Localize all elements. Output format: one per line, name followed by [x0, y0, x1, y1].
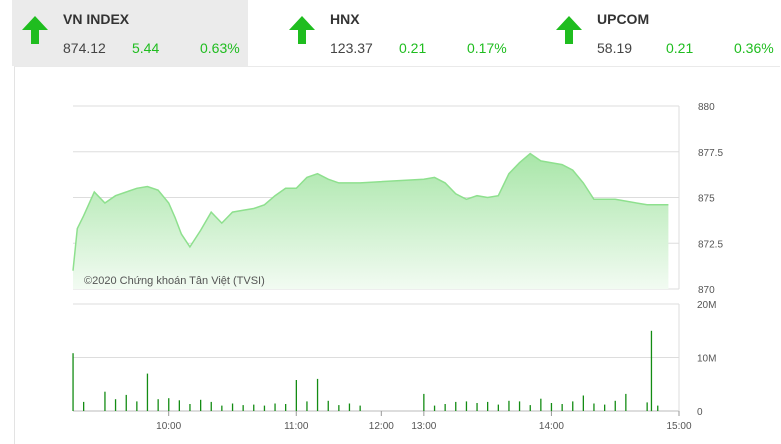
volume-bar [72, 353, 74, 411]
volume-bar [178, 400, 180, 411]
volume-bar [529, 405, 531, 411]
volume-bar [646, 402, 648, 411]
chart-panel [14, 66, 780, 444]
index-tab-upcom[interactable]: UPCOM 58.19 0.21 0.36% [546, 0, 781, 66]
price-y-tick-label: 880 [698, 102, 715, 113]
volume-bar [274, 403, 276, 411]
volume-bar [168, 398, 170, 411]
volume-bar [465, 401, 468, 411]
price-line [72, 152, 669, 271]
index-tabs: VN INDEX 874.12 5.44 0.63% HNX 123.37 0.… [12, 0, 781, 66]
x-tick-label: 10:00 [156, 421, 181, 432]
volume-bar [221, 405, 223, 411]
index-price: 123.37 [330, 40, 373, 56]
volume-bar [136, 401, 138, 411]
watermark: ©2020 Chứng khoán Tân Việt (TVSI) [84, 275, 265, 287]
volume-bar [433, 405, 436, 411]
volume-bar [253, 404, 255, 411]
volume-bar [189, 404, 191, 411]
index-change: 0.21 [666, 40, 694, 56]
volume-bar [200, 399, 202, 411]
index-percent: 0.36% [734, 40, 774, 56]
volume-bar [455, 401, 457, 411]
volume-bar [231, 403, 234, 411]
volume-bar [316, 378, 319, 411]
volume-bar [604, 404, 606, 411]
price-y-tick-label: 870 [698, 285, 715, 296]
volume-bar [487, 401, 489, 411]
volume-bar [242, 405, 244, 411]
volume-bar [582, 395, 584, 411]
index-tab-vnindex[interactable]: VN INDEX 874.12 5.44 0.63% [12, 0, 248, 66]
index-name: HNX [330, 11, 360, 27]
volume-bar [650, 330, 653, 412]
index-tab-hnx[interactable]: HNX 123.37 0.21 0.17% [279, 0, 515, 66]
x-tick-label: 12:00 [369, 421, 394, 432]
volume-bar [614, 400, 616, 411]
volume-bar [306, 401, 308, 411]
volume-bar [550, 403, 553, 411]
volume-bar [518, 401, 521, 411]
price-y-tick-label: 875 [698, 194, 715, 205]
volume-bar [327, 400, 329, 411]
volume-bar [210, 401, 212, 411]
price-area [73, 153, 669, 289]
x-tick-label: 13:00 [411, 421, 436, 432]
volume-bar [83, 401, 85, 411]
price-y-tick-label: 877.5 [698, 148, 723, 159]
volume-bar [444, 404, 446, 411]
volume-bar [125, 394, 127, 411]
volume-bar [572, 401, 574, 411]
volume-bar [476, 403, 478, 411]
volume-bar [423, 393, 425, 411]
volume-bar [593, 403, 595, 411]
index-change: 5.44 [132, 40, 160, 56]
index-name: VN INDEX [63, 11, 130, 27]
index-change: 0.21 [399, 40, 427, 56]
volume-bar [104, 391, 106, 411]
index-price: 58.19 [597, 40, 633, 56]
up-arrow-icon [22, 16, 48, 44]
volume-bar [625, 393, 627, 411]
index-percent: 0.17% [467, 40, 507, 56]
price-y-tick-label: 872.5 [698, 239, 723, 250]
volume-bar [497, 404, 499, 411]
volume-bar [348, 403, 351, 411]
volume-bar [540, 398, 542, 411]
volume-bar [561, 404, 563, 411]
index-price: 874.12 [63, 40, 106, 56]
volume-y-tick-label: 0 [697, 407, 703, 418]
volume-bar [263, 405, 266, 411]
volume-bar [114, 399, 117, 411]
volume-bar [359, 405, 361, 411]
volume-y-tick-label: 20M [697, 300, 716, 311]
up-arrow-icon [289, 16, 315, 44]
volume-bar [146, 373, 149, 411]
x-tick-label: 14:00 [539, 421, 564, 432]
volume-bar [157, 399, 159, 411]
index-name: UPCOM [597, 11, 650, 27]
up-arrow-icon [556, 16, 582, 44]
volume-bar [508, 400, 510, 411]
volume-bar [338, 405, 340, 411]
volume-bar [657, 405, 659, 411]
x-tick-label: 11:00 [284, 421, 309, 432]
volume-y-tick-label: 10M [697, 354, 716, 365]
volume-bar [285, 404, 287, 411]
x-tick-label: 15:00 [666, 421, 691, 432]
index-percent: 0.63% [200, 40, 240, 56]
volume-bar [295, 380, 297, 411]
